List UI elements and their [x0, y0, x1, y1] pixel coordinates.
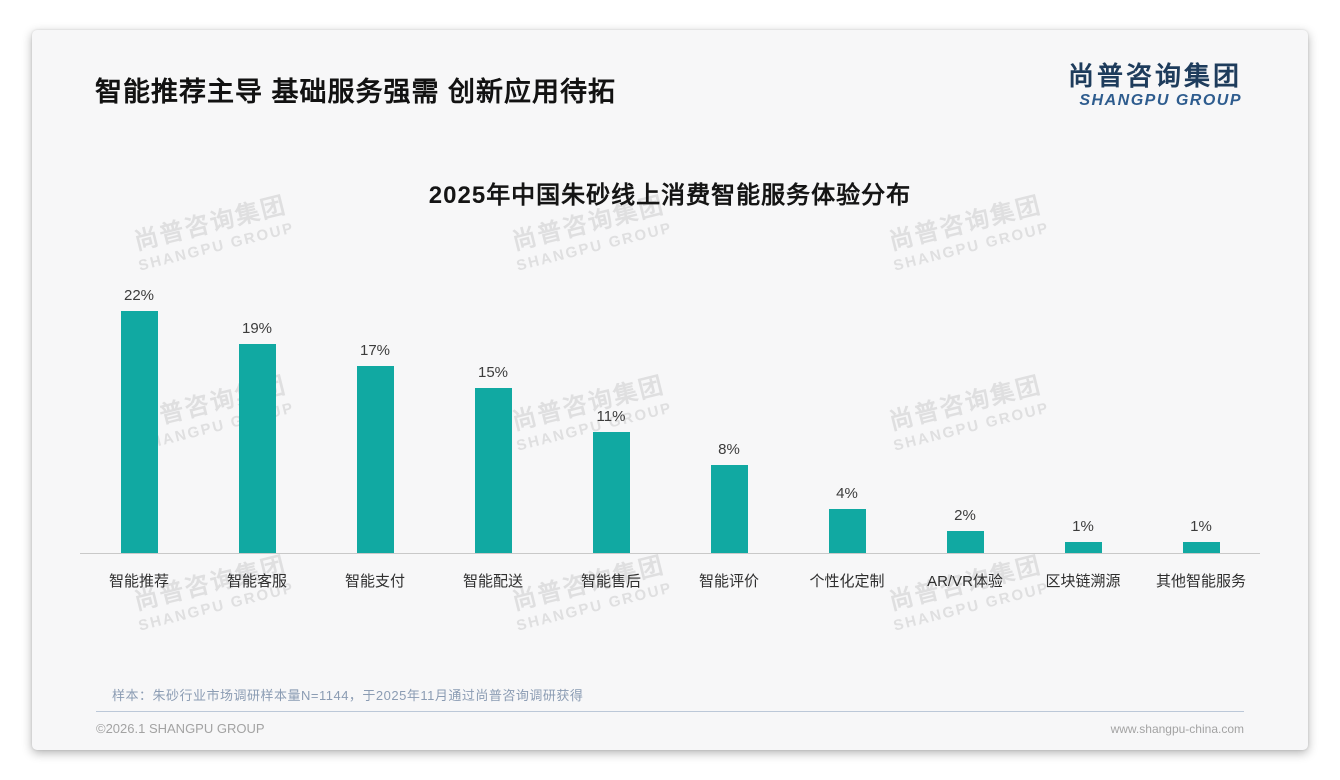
bar-value-label: 22%: [123, 287, 155, 304]
bar-group: 8%: [670, 441, 788, 553]
bar-category-label: 其他智能服务: [1155, 573, 1246, 590]
footer-website: www.shangpu-china.com: [1110, 722, 1244, 736]
bar-category-label: 智能推荐: [108, 573, 169, 590]
bar-value-label: 11%: [596, 408, 626, 425]
bar-category-label: 智能评价: [698, 573, 759, 590]
bar-group: 1%: [1024, 518, 1142, 553]
chart-title: 2025年中国朱砂线上消费智能服务体验分布: [428, 182, 912, 209]
bar-group: 2%: [906, 507, 1024, 553]
bar-category-label: 智能配送: [462, 573, 523, 590]
footer-divider: [96, 711, 1244, 712]
x-axis-labels: 智能推荐 智能客服 智能支付 智能配送 智能售后 智能评价 个性化定制 AR/VR体验 区块链溯…: [80, 570, 1260, 591]
bar-group: 15%: [434, 364, 552, 553]
bar: [592, 432, 630, 553]
bar: [710, 465, 748, 553]
bar: [120, 311, 158, 553]
bar: [946, 531, 984, 553]
page-title: 智能推荐主导 基础服务强需 创新应用待拓: [95, 77, 617, 107]
bar-group: 11%: [552, 408, 670, 553]
x-axis-line: [80, 553, 1260, 554]
bar-category-label: 智能客服: [226, 573, 287, 590]
bar-value-label: 19%: [241, 320, 273, 337]
bar-value-label: 17%: [359, 342, 391, 359]
slide-card: 智能推荐主导 基础服务强需 创新应用待拓 尚普咨询集团 SHANGPU GROU…: [32, 30, 1308, 750]
bar-category-label: 区块链溯源: [1045, 573, 1121, 590]
logo-cn-text: 尚普咨询集团: [1067, 61, 1242, 91]
bar-value-label: 2%: [954, 507, 976, 524]
bar: [1064, 542, 1102, 553]
sample-note: 样本：朱砂行业市场调研样本量N=1144，于2025年11月通过尚普咨询调研获得: [112, 688, 584, 703]
bar-group: 17%: [316, 342, 434, 553]
bar-category-label: 智能售后: [580, 573, 641, 590]
bar-chart: 22% 19% 17% 15% 11% 8% 4% 2% 1% 1%: [80, 267, 1260, 553]
bar-category-label: 智能支付: [344, 573, 405, 590]
bar: [474, 388, 512, 553]
company-logo: 尚普咨询集团 SHANGPU GROUP: [1068, 62, 1242, 110]
bar-group: 1%: [1142, 518, 1260, 553]
bar: [1182, 542, 1220, 553]
bar-value-label: 4%: [836, 485, 858, 502]
bar: [356, 366, 394, 553]
bar-category-label: AR/VR体验: [927, 573, 1003, 590]
logo-en-text: SHANGPU GROUP: [1079, 91, 1242, 109]
bar-group: 22%: [80, 287, 198, 553]
bar-value-label: 1%: [1190, 518, 1212, 535]
bar-group: 4%: [788, 485, 906, 553]
bar-value-label: 15%: [477, 364, 509, 381]
bar-value-label: 1%: [1072, 518, 1094, 535]
bar-group: 19%: [198, 320, 316, 553]
bar-category-label: 个性化定制: [809, 573, 885, 590]
bar: [828, 509, 866, 553]
footer-copyright: ©2026.1 SHANGPU GROUP: [96, 721, 265, 736]
bar-value-label: 8%: [718, 441, 740, 458]
bar: [238, 344, 276, 553]
